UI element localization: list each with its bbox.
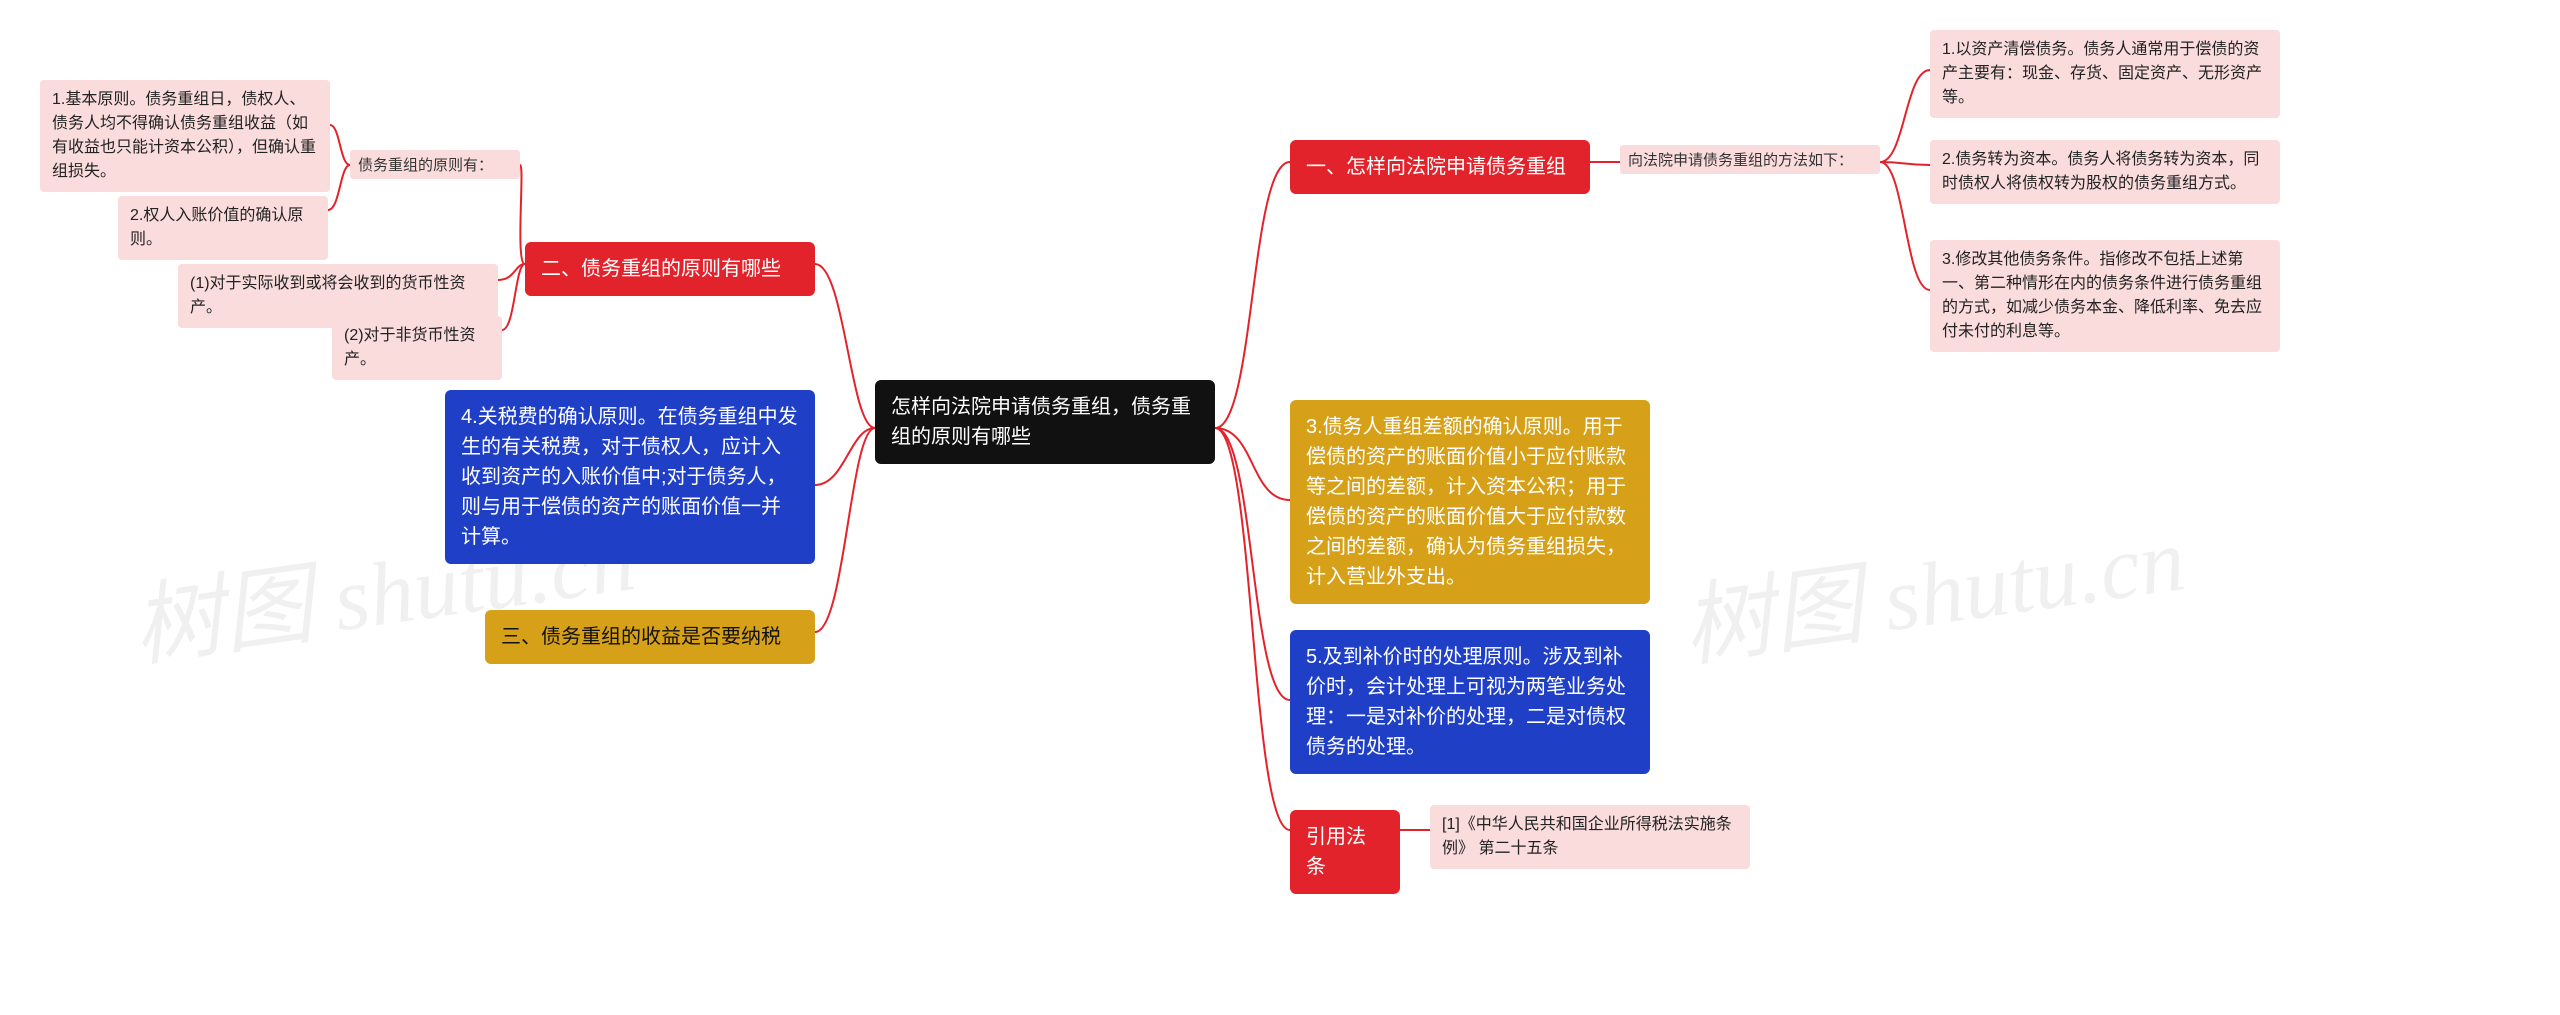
leaf-l2-4: (2)对于非货币性资产。 xyxy=(332,316,502,380)
node-l2: 二、债务重组的原则有哪些 xyxy=(525,242,815,296)
root-node: 怎样向法院申请债务重组，债务重组的原则有哪些 xyxy=(875,380,1215,464)
node-r1-sub: 向法院申请债务重组的方法如下： xyxy=(1620,145,1880,174)
node-l4: 4.关税费的确认原则。在债务重组中发生的有关税费，对于债权人，应计入收到资产的入… xyxy=(445,390,815,564)
leaf-r1-2: 2.债务转为资本。债务人将债务转为资本，同时债权人将债权转为股权的债务重组方式。 xyxy=(1930,140,2280,204)
node-r3: 3.债务人重组差额的确认原则。用于偿债的资产的账面价值小于应付账款等之间的差额，… xyxy=(1290,400,1650,604)
leaf-l2-2: 2.权人入账价值的确认原则。 xyxy=(118,196,328,260)
node-l2-sub: 债务重组的原则有： xyxy=(350,150,520,179)
node-ref: 引用法条 xyxy=(1290,810,1400,894)
leaf-l2-1: 1.基本原则。债务重组日，债权人、债务人均不得确认债务重组收益（如有收益也只能计… xyxy=(40,80,330,192)
leaf-r1-1: 1.以资产清偿债务。债务人通常用于偿债的资产主要有：现金、存货、固定资产、无形资… xyxy=(1930,30,2280,118)
watermark-2: 树图 shutu.cn xyxy=(1673,485,2191,684)
leaf-ref-1: [1]《中华人民共和国企业所得税法实施条例》 第二十五条 xyxy=(1430,805,1750,869)
node-r1: 一、怎样向法院申请债务重组 xyxy=(1290,140,1590,194)
node-l3: 三、债务重组的收益是否要纳税 xyxy=(485,610,815,664)
leaf-r1-3: 3.修改其他债务条件。指修改不包括上述第一、第二种情形在内的债务条件进行债务重组… xyxy=(1930,240,2280,352)
node-r5: 5.及到补价时的处理原则。涉及到补价时，会计处理上可视为两笔业务处理：一是对补价… xyxy=(1290,630,1650,774)
